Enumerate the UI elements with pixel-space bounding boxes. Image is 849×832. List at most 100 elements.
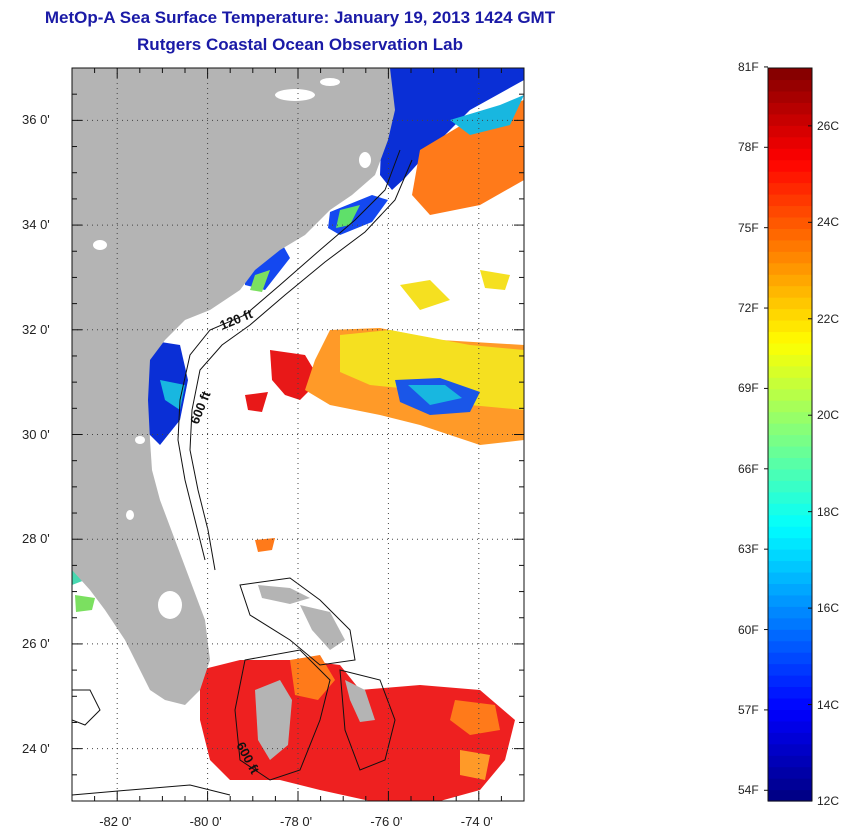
colorbar-band [768, 331, 812, 344]
colorbar-fahrenheit-label: 81F [738, 59, 759, 74]
colorbar-band [768, 583, 812, 596]
y-tick-label: 36 0' [22, 112, 50, 128]
colorbar-frame [767, 67, 813, 802]
colorbar-band [768, 342, 812, 355]
colorbar-band [768, 526, 812, 539]
colorbar-band [768, 755, 812, 768]
colorbar-band [768, 136, 812, 149]
colorbar-fahrenheit-label: 72F [738, 301, 759, 316]
colorbar-band [768, 743, 812, 756]
colorbar-band [768, 480, 812, 493]
colorbar-band [768, 594, 812, 607]
map-subtitle: Rutgers Coastal Ocean Observation Lab [137, 35, 463, 54]
colorbar-band [768, 239, 812, 252]
bathymetry-contours [72, 149, 413, 796]
colorbar-celsius-label: 16C [817, 601, 840, 616]
colorbar-band [768, 171, 812, 184]
colorbar-band [768, 274, 812, 287]
colorbar-fahrenheit-label: 66F [738, 461, 759, 476]
x-tick-label: -78 0' [280, 814, 313, 829]
colorbar-band [768, 205, 812, 218]
colorbar-band [768, 228, 812, 241]
colorbar-band [768, 193, 812, 207]
colorbar-band [768, 789, 812, 802]
colorbar-band [768, 90, 812, 103]
colorbar-celsius-label: 18C [817, 504, 840, 519]
colorbar-band [768, 365, 812, 378]
colorbar-celsius-label: 12C [817, 794, 840, 808]
colorbar-fahrenheit-label: 54F [738, 783, 759, 798]
colorbar-band [768, 297, 812, 310]
colorbar-band [768, 388, 812, 401]
bahamas-andros [255, 680, 292, 760]
land-layer [72, 68, 395, 760]
y-tick-label: 28 0' [22, 531, 50, 547]
colorbar-celsius-label: 26C [817, 118, 840, 133]
colorbar-fahrenheit-label: 75F [738, 220, 759, 235]
y-tick-label: 24 0' [22, 740, 50, 756]
colorbar [764, 66, 812, 802]
bahamas-eleuthera [345, 680, 375, 722]
us-coast-land [72, 68, 395, 705]
x-tick-label: -82 0' [99, 814, 132, 829]
colorbar-band [768, 400, 812, 413]
colorbar-band [768, 606, 812, 619]
colorbar-fahrenheit-label: 57F [738, 702, 759, 717]
colorbar-band [768, 720, 812, 733]
colorbar-band [768, 732, 812, 745]
colorbar-band [768, 148, 812, 161]
colorbar-band [768, 675, 812, 688]
bahamas-abaco [300, 605, 345, 650]
colorbar-celsius-label: 24C [817, 215, 840, 230]
colorbar-band [768, 537, 812, 550]
colorbar-band [768, 571, 812, 584]
colorbar-band [768, 549, 812, 562]
colorbar-band [768, 125, 812, 138]
y-tick-label: 26 0' [22, 635, 50, 651]
colorbar-band [768, 423, 812, 436]
y-tick-label: 32 0' [22, 321, 50, 337]
colorbar-band [768, 709, 812, 722]
colorbar-fahrenheit-label: 63F [738, 542, 759, 557]
colorbar-band [768, 113, 812, 126]
x-tick-label: -76 0' [370, 814, 403, 829]
colorbar-band [768, 285, 812, 298]
inland-water [93, 78, 371, 619]
colorbar-band [768, 262, 812, 275]
colorbar-band [768, 434, 812, 447]
colorbar-band [768, 560, 812, 573]
colorbar-celsius-label: 22C [817, 311, 840, 326]
colorbar-band [768, 766, 812, 779]
x-tick-label: -74 0' [460, 814, 493, 829]
contour-600ft [189, 159, 413, 571]
colorbar-band [768, 468, 812, 481]
colorbar-fahrenheit-label: 78F [738, 140, 759, 155]
colorbar-band [768, 377, 812, 390]
colorbar-band [768, 251, 812, 264]
colorbar-band [768, 629, 812, 642]
colorbar-band [768, 216, 812, 229]
colorbar-band [768, 79, 812, 92]
colorbar-band [768, 640, 812, 653]
colorbar-fahrenheit-label: 69F [738, 381, 759, 396]
colorbar-band [768, 778, 812, 791]
colorbar-band [768, 652, 812, 665]
colorbar-band [768, 617, 812, 630]
colorbar-band [768, 514, 812, 527]
x-tick-label: -80 0' [189, 814, 222, 829]
colorbar-band [768, 686, 812, 699]
colorbar-band [768, 457, 812, 470]
contour-120ft [177, 149, 401, 561]
colorbar-celsius-label: 14C [817, 697, 840, 712]
colorbar-band [768, 663, 812, 676]
colorbar-band [768, 308, 812, 321]
colorbar-band [768, 68, 812, 81]
colorbar-band [768, 411, 812, 424]
map-title: MetOp-A Sea Surface Temperature: January… [44, 8, 556, 27]
colorbar-band [768, 491, 812, 504]
colorbar-band [768, 182, 812, 195]
colorbar-fahrenheit-label: 60F [738, 622, 759, 637]
y-tick-label: 30 0' [22, 426, 50, 442]
colorbar-celsius-label: 20C [817, 408, 840, 423]
